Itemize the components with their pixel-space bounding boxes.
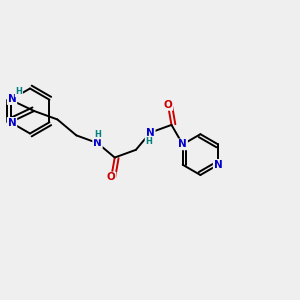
- Text: N: N: [8, 94, 16, 104]
- Text: H: H: [146, 136, 152, 146]
- Text: O: O: [164, 100, 172, 110]
- Text: N: N: [8, 118, 16, 128]
- Text: O: O: [107, 172, 116, 182]
- Text: N: N: [146, 128, 155, 138]
- Text: N: N: [93, 138, 102, 148]
- Text: H: H: [16, 87, 22, 96]
- Text: N: N: [178, 140, 187, 149]
- Text: H: H: [94, 130, 101, 139]
- Text: N: N: [214, 160, 222, 170]
